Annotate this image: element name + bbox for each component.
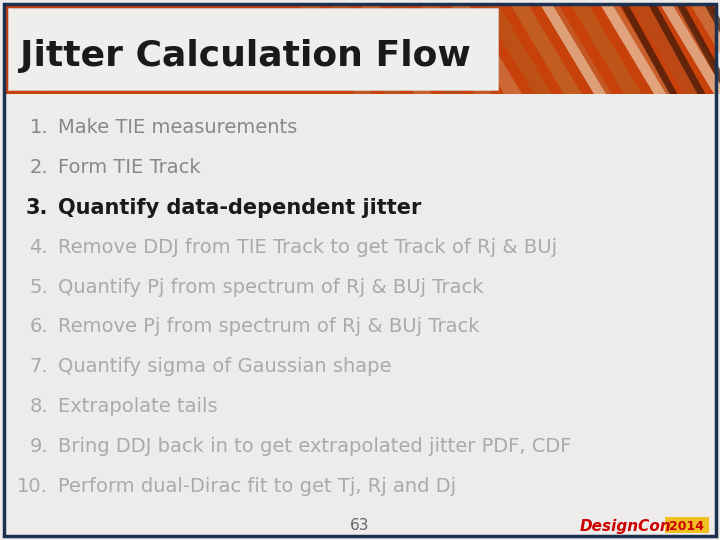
Text: DesignCon: DesignCon [580, 518, 672, 534]
Polygon shape [704, 4, 720, 94]
Polygon shape [600, 4, 672, 94]
Text: Remove Pj from spectrum of Rj & BUj Track: Remove Pj from spectrum of Rj & BUj Trac… [58, 318, 480, 336]
Polygon shape [330, 4, 402, 94]
Polygon shape [570, 4, 642, 94]
Polygon shape [510, 4, 582, 94]
FancyBboxPatch shape [665, 517, 709, 533]
Polygon shape [660, 4, 720, 94]
Text: 5.: 5. [30, 278, 48, 296]
Polygon shape [630, 4, 702, 94]
Text: 3.: 3. [26, 198, 48, 218]
Polygon shape [540, 4, 606, 94]
Text: 4.: 4. [30, 238, 48, 257]
Polygon shape [660, 4, 720, 94]
Text: Remove DDJ from TIE Track to get Track of Rj & BUj: Remove DDJ from TIE Track to get Track o… [58, 238, 557, 257]
Polygon shape [690, 4, 720, 94]
Text: 63: 63 [350, 518, 370, 534]
Text: Extrapolate tails: Extrapolate tails [58, 397, 217, 416]
FancyBboxPatch shape [4, 4, 716, 94]
Polygon shape [676, 4, 720, 94]
FancyBboxPatch shape [8, 8, 498, 90]
Text: 8.: 8. [30, 397, 48, 416]
Text: Make TIE measurements: Make TIE measurements [58, 118, 297, 137]
Polygon shape [360, 4, 432, 94]
Text: Quantify Pj from spectrum of Rj & BUj Track: Quantify Pj from spectrum of Rj & BUj Tr… [58, 278, 484, 296]
Polygon shape [480, 4, 552, 94]
Text: 7.: 7. [30, 357, 48, 376]
Text: Perform dual-Dirac fit to get Tj, Rj and Dj: Perform dual-Dirac fit to get Tj, Rj and… [58, 477, 456, 496]
Text: Form TIE Track: Form TIE Track [58, 158, 201, 177]
Text: 2.: 2. [30, 158, 48, 177]
Text: Bring DDJ back in to get extrapolated jitter PDF, CDF: Bring DDJ back in to get extrapolated ji… [58, 437, 572, 456]
Text: Quantify sigma of Gaussian shape: Quantify sigma of Gaussian shape [58, 357, 392, 376]
Polygon shape [390, 4, 462, 94]
Polygon shape [540, 4, 612, 94]
Text: 6.: 6. [30, 318, 48, 336]
Text: 9.: 9. [30, 437, 48, 456]
Text: 10.: 10. [17, 477, 48, 496]
Polygon shape [648, 4, 706, 94]
Polygon shape [420, 4, 492, 94]
Polygon shape [600, 4, 666, 94]
Polygon shape [300, 4, 372, 94]
Text: 2014: 2014 [670, 519, 704, 532]
Polygon shape [620, 4, 678, 94]
Text: Quantify data-dependent jitter: Quantify data-dependent jitter [58, 198, 421, 218]
Text: 1.: 1. [30, 118, 48, 137]
Polygon shape [450, 4, 522, 94]
Text: Jitter Calculation Flow: Jitter Calculation Flow [20, 39, 471, 73]
